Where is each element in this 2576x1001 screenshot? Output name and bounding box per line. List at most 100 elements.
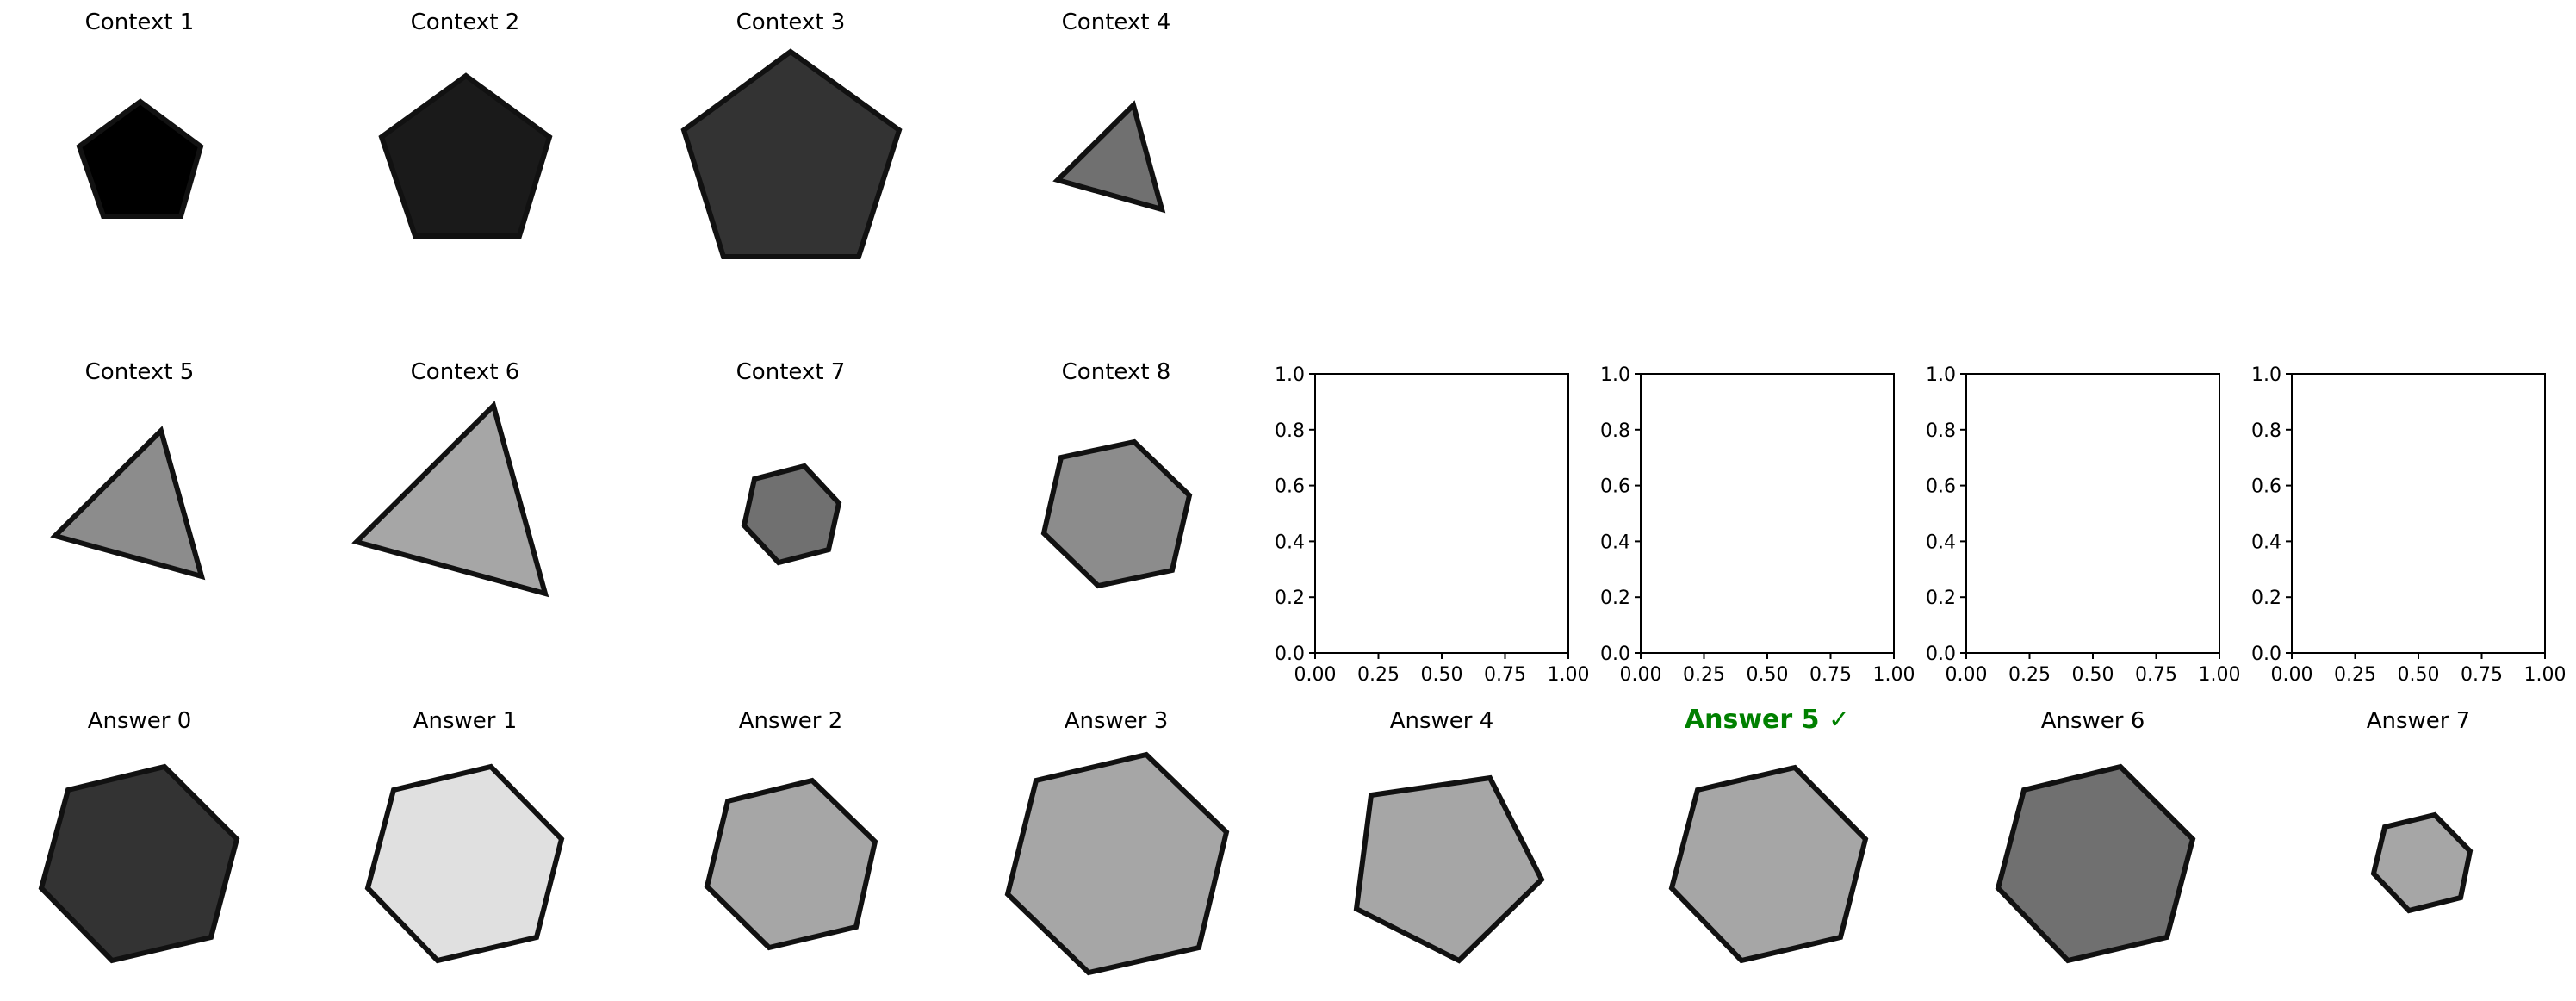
x-tick-label: 0.25 xyxy=(1357,664,1400,686)
y-tick-label: 0.2 xyxy=(1926,588,1956,609)
answer-1-panel: Answer 1 xyxy=(364,708,565,964)
answer-2-title: Answer 2 xyxy=(739,708,843,734)
empty-axes-2: 0.00 0.25 0.50 0.75 1.00 0.0 0.2 0.4 0.6 0.8 1.0 xyxy=(1600,364,1915,686)
x-tick-label: 0.75 xyxy=(1809,664,1852,686)
axes-frame xyxy=(1314,373,1569,654)
x-tick-label: 0.50 xyxy=(1747,664,1789,686)
x-tick-label: 0.50 xyxy=(2072,664,2114,686)
y-tick-label: 0.8 xyxy=(1926,420,1956,442)
x-tick-label: 0.00 xyxy=(2271,664,2313,686)
y-tick-label: 0.4 xyxy=(2251,532,2281,553)
y-tick-label: 0.2 xyxy=(2251,588,2281,609)
x-tick-label: 0.75 xyxy=(2461,664,2503,686)
context-7-title: Context 7 xyxy=(736,359,846,385)
answer-3-panel: Answer 3 xyxy=(1004,708,1230,976)
empty-axes-4: 0.00 0.25 0.50 0.75 1.00 0.0 0.2 0.4 0.6 0.8 1.0 xyxy=(2251,364,2566,686)
answer-5-panel: Answer 5 ✓ xyxy=(1668,705,1869,964)
y-tick-label: 0.2 xyxy=(1600,588,1630,609)
y-tick-label: 1.0 xyxy=(1926,364,1956,386)
context-3-panel: Context 3 xyxy=(680,9,903,259)
answer-3-title: Answer 3 xyxy=(1065,708,1169,734)
context-1-pentagon-shape xyxy=(76,98,204,219)
x-tick-label: 0.00 xyxy=(1294,664,1337,686)
y-tick-label: 1.0 xyxy=(1600,364,1630,386)
y-tick-label: 0.8 xyxy=(2251,420,2281,442)
panels-layer: Context 1 Context 2 Context 3 Context 4 Cont… xyxy=(38,9,2474,976)
context-2-panel: Context 2 xyxy=(378,9,553,239)
context-8-panel: Context 8 xyxy=(1040,359,1193,589)
context-5-panel: Context 5 xyxy=(50,359,206,581)
answer-5-hexagon-shape xyxy=(1668,764,1869,964)
answer-6-title: Answer 6 xyxy=(2041,708,2145,734)
context-2-pentagon-shape xyxy=(378,72,553,239)
answer-1-hexagon-shape xyxy=(364,763,565,964)
answer-0-title: Answer 0 xyxy=(88,708,192,734)
x-tick-label: 0.25 xyxy=(2008,664,2051,686)
context-1-title: Context 1 xyxy=(85,9,195,35)
y-tick-label: 1.0 xyxy=(2251,364,2281,386)
x-tick-label: 0.00 xyxy=(1946,664,1988,686)
context-6-triangle-shape xyxy=(351,401,549,598)
x-tick-label: 1.00 xyxy=(1548,664,1590,686)
y-tick-label: 0.8 xyxy=(1600,420,1630,442)
y-tick-label: 0.4 xyxy=(1600,532,1630,553)
x-tick-label: 0.25 xyxy=(1683,664,1725,686)
y-tick-label: 0.0 xyxy=(1600,644,1630,665)
answer-5-title: Answer 5 ✓ xyxy=(1685,705,1850,735)
y-tick-label: 0.4 xyxy=(1275,532,1305,553)
x-tick-label: 0.75 xyxy=(2135,664,2177,686)
context-8-hexagon-shape xyxy=(1040,438,1193,589)
context-2-title: Context 2 xyxy=(411,9,520,35)
y-tick-label: 0.4 xyxy=(1926,532,1956,553)
context-7-hexagon-shape xyxy=(741,463,842,566)
answer-6-panel: Answer 6 xyxy=(1995,708,2196,964)
answer-7-hexagon-shape xyxy=(2370,811,2474,914)
context-6-panel: Context 6 xyxy=(351,359,549,598)
context-5-triangle-shape xyxy=(50,426,206,581)
answer-3-hexagon-shape xyxy=(1004,751,1230,976)
axes-frame xyxy=(1965,373,2220,654)
answer-4-title: Answer 4 xyxy=(1390,708,1494,734)
answer-4-panel: Answer 4 xyxy=(1353,708,1545,964)
axes-frame xyxy=(1640,373,1895,654)
answer-4-pentagon-shape xyxy=(1353,774,1545,964)
x-tick-label: 1.00 xyxy=(1873,664,1915,686)
x-tick-label: 0.00 xyxy=(1620,664,1662,686)
answer-0-panel: Answer 0 xyxy=(38,708,240,964)
y-tick-label: 0.6 xyxy=(1275,476,1305,498)
answer-6-hexagon-shape xyxy=(1995,763,2196,964)
context-1-panel: Context 1 xyxy=(76,9,204,219)
context-4-title: Context 4 xyxy=(1062,9,1171,35)
context-4-triangle-shape xyxy=(1052,100,1166,214)
y-tick-label: 0.0 xyxy=(2251,644,2281,665)
y-tick-label: 0.6 xyxy=(1926,476,1956,498)
empty-axes-layer: 0.00 0.25 0.50 0.75 1.000.00.20.40.60.81.00.… xyxy=(1275,364,2566,686)
y-tick-label: 0.2 xyxy=(1275,588,1305,609)
y-tick-label: 0.0 xyxy=(1275,644,1305,665)
answer-1-title: Answer 1 xyxy=(413,708,518,734)
y-tick-label: 0.8 xyxy=(1275,420,1305,442)
y-tick-label: 1.0 xyxy=(1275,364,1305,386)
context-5-title: Context 5 xyxy=(85,359,195,385)
x-tick-label: 0.50 xyxy=(1421,664,1463,686)
x-tick-label: 0.25 xyxy=(2334,664,2376,686)
y-tick-label: 0.6 xyxy=(1600,476,1630,498)
x-tick-label: 1.00 xyxy=(2199,664,2241,686)
context-4-panel: Context 4 xyxy=(1052,9,1171,214)
context-7-panel: Context 7 xyxy=(736,359,846,566)
answer-7-panel: Answer 7 xyxy=(2367,708,2474,914)
context-8-title: Context 8 xyxy=(1062,359,1171,385)
empty-axes-1: 0.00 0.25 0.50 0.75 1.00 0.0 0.2 0.4 0.6 0.8 1.0 xyxy=(1275,364,1589,686)
answer-7-title: Answer 7 xyxy=(2367,708,2471,734)
x-tick-label: 0.50 xyxy=(2398,664,2440,686)
context-6-title: Context 6 xyxy=(411,359,520,385)
x-tick-label: 0.75 xyxy=(1484,664,1526,686)
answer-2-panel: Answer 2 xyxy=(704,708,878,951)
answer-2-hexagon-shape xyxy=(704,777,878,951)
empty-axes-3: 0.00 0.25 0.50 0.75 1.00 0.0 0.2 0.4 0.6 0.8 1.0 xyxy=(1926,364,2240,686)
context-3-title: Context 3 xyxy=(736,9,846,35)
axes-frame xyxy=(2291,373,2546,654)
x-tick-label: 1.00 xyxy=(2524,664,2567,686)
context-3-pentagon-shape xyxy=(680,48,903,259)
